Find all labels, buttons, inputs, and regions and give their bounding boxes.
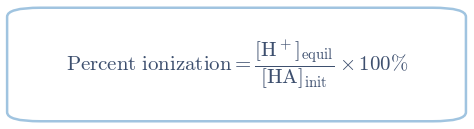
FancyBboxPatch shape — [7, 8, 466, 121]
Text: $\mathrm{Percent\ ionization} = \dfrac{[\mathrm{H}^+]_{\mathrm{equil}}}{[\mathrm: $\mathrm{Percent\ ionization} = \dfrac{[… — [66, 38, 408, 91]
